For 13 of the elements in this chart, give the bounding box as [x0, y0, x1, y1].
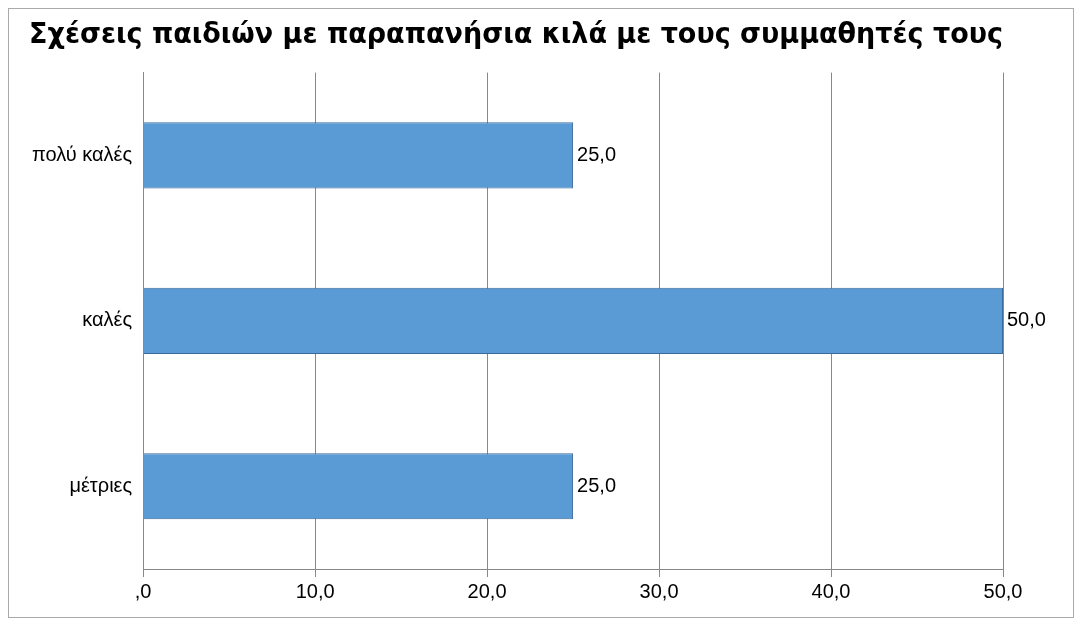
y-tick-label: μέτριες [69, 473, 133, 496]
data-label: 25,0 [577, 473, 617, 496]
x-tick-label: 10,0 [295, 579, 335, 602]
x-tick-label: ,0 [134, 579, 152, 602]
x-tick-label: 40,0 [811, 579, 851, 602]
chart-title: Σχέσεις παιδιών με παραπανήσια κιλά με τους συμμαθητές τους [29, 16, 1003, 50]
data-label: 50,0 [1007, 308, 1046, 331]
x-tick-label: 50,0 [983, 579, 1023, 602]
data-label: 25,0 [577, 142, 617, 165]
x-tick-label: 30,0 [639, 579, 679, 602]
x-tick-label: 20,0 [467, 579, 507, 602]
y-tick-label: πολύ καλές [31, 142, 133, 165]
y-tick-label: καλές [82, 308, 133, 331]
